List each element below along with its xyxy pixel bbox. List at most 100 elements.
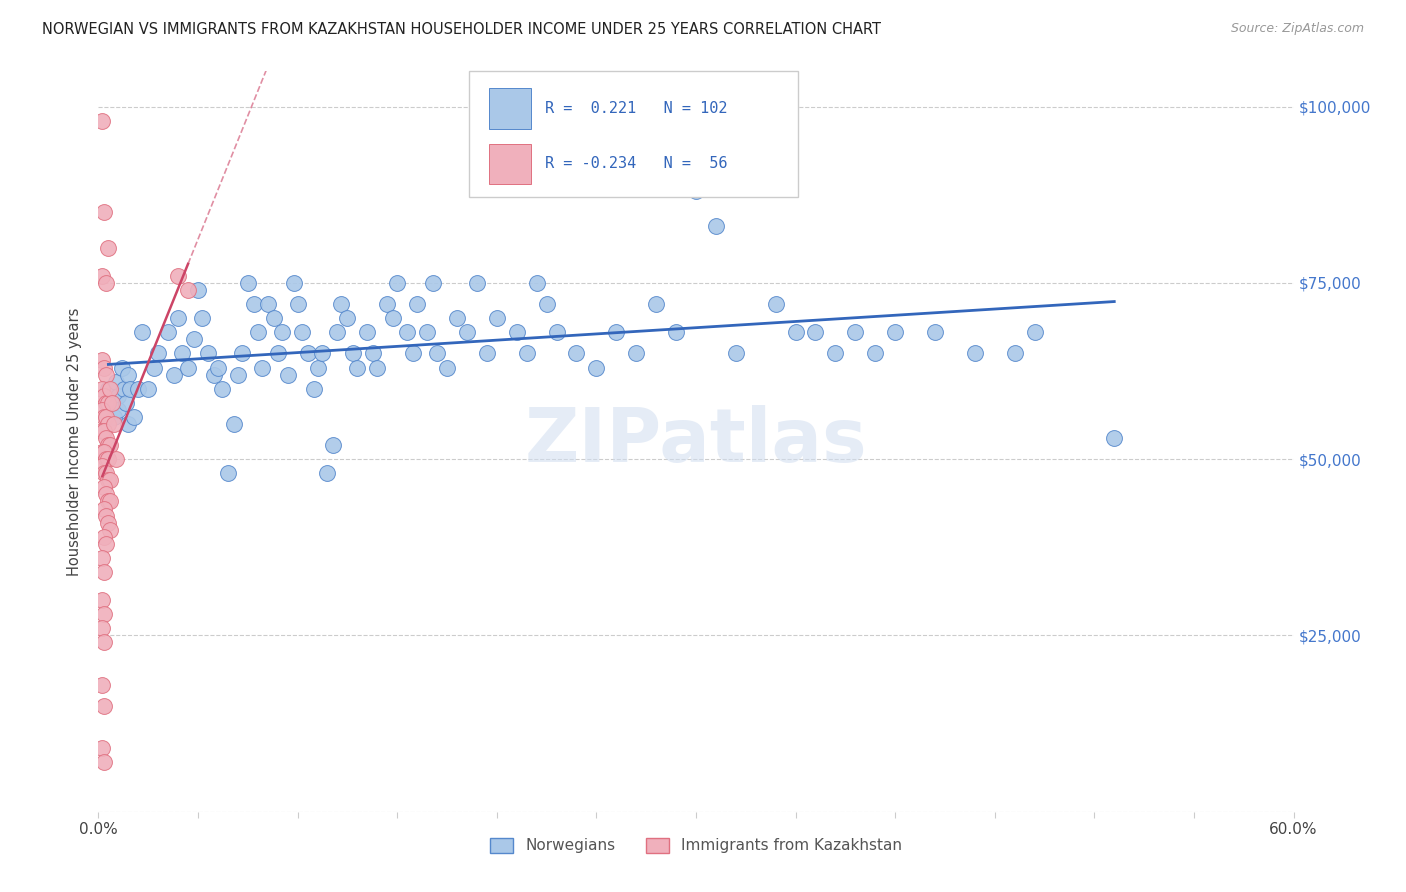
Point [91,402,114,417]
Point [97,452,120,467]
Point [375,297,398,311]
Point [93,205,115,219]
Point [97,396,120,410]
Point [277,368,299,382]
Text: Source: ZipAtlas.com: Source: ZipAtlas.com [1230,22,1364,36]
Bar [489,88,531,128]
Point [96,368,118,382]
Bar [489,144,531,185]
Point [131,325,153,339]
Point [120,382,142,396]
Point [96,396,118,410]
Text: R =  0.221   N = 102: R = 0.221 N = 102 [546,101,728,116]
Point [117,417,139,431]
Point [704,219,727,234]
Point [101,396,124,410]
Point [124,409,146,424]
Point [356,325,378,339]
Point [91,550,114,565]
Point [97,438,120,452]
Point [143,360,166,375]
Point [316,467,339,481]
Point [267,346,290,360]
Point [96,487,118,501]
Point [330,297,353,311]
Point [211,382,233,396]
Point [1104,431,1126,445]
Point [197,346,219,360]
Point [263,311,285,326]
Point [565,346,588,360]
Point [98,523,122,537]
Point [526,276,548,290]
Point [665,325,688,339]
Point [422,276,444,290]
Point [436,360,458,375]
Point [187,283,209,297]
Point [884,325,907,339]
Point [446,311,468,326]
Point [177,360,200,375]
Point [96,409,118,424]
Point [626,346,648,360]
Point [1004,346,1026,360]
Point [96,431,118,445]
Point [107,389,129,403]
Point [302,382,325,396]
Point [91,678,114,692]
Point [97,516,120,530]
Point [536,297,558,311]
Point [91,621,114,635]
Point [546,325,568,339]
Point [97,241,120,255]
Point [675,135,697,149]
Point [127,382,149,396]
Point [167,311,190,326]
Point [270,325,292,339]
Point [93,607,115,622]
Point [91,382,114,396]
Point [93,501,115,516]
Point [91,268,114,283]
Point [645,297,668,311]
Point [585,360,607,375]
Point [685,184,707,198]
Point [297,346,319,360]
Point [93,756,115,770]
Point [93,409,115,424]
Point [506,325,529,339]
Point [115,396,138,410]
Point [516,346,538,360]
Point [91,353,114,368]
Point [256,297,278,311]
Point [112,382,135,396]
Point [96,452,118,467]
Point [311,346,333,360]
Point [406,297,429,311]
Point [246,325,269,339]
Point [382,311,405,326]
Point [366,360,388,375]
Point [157,325,180,339]
Point [91,459,114,474]
Point [93,635,115,649]
Point [322,438,344,452]
Point [222,417,245,431]
Point [465,276,488,290]
Point [93,445,115,459]
Point [844,325,866,339]
Point [96,467,118,481]
Point [785,325,807,339]
Point [91,445,114,459]
Point [202,368,225,382]
Point [346,360,368,375]
Point [416,325,439,339]
Point [117,368,139,382]
Point [91,593,114,607]
Point [456,325,478,339]
Point [326,325,349,339]
Point [93,389,115,403]
Point [98,438,122,452]
Point [183,332,205,346]
Point [91,741,114,756]
